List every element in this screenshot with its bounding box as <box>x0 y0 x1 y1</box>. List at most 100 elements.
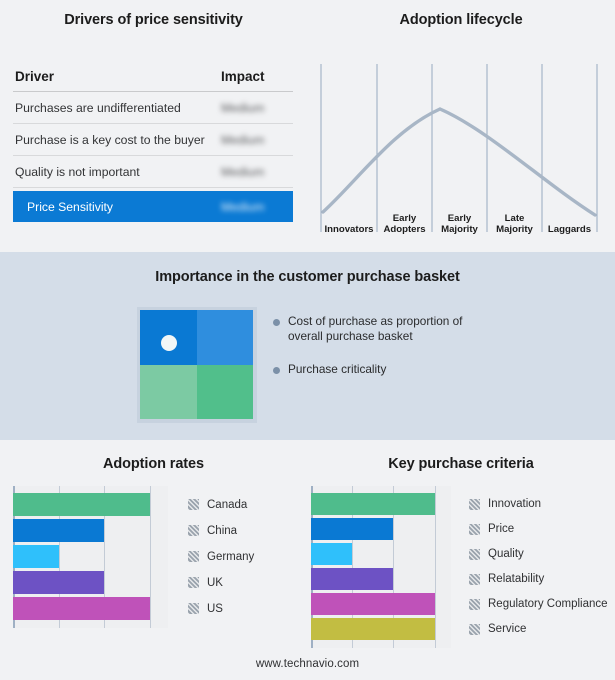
driver-label: Quality is not important <box>15 164 140 179</box>
purchase-criteria-chart: Innovation Price Quality Relatability Regula… <box>311 486 615 648</box>
legend-swatch-icon <box>469 623 480 635</box>
purchase-criteria-panel: Key purchase criteria Innovation Price Qua… <box>307 440 615 680</box>
legend-label: Quality <box>488 548 524 560</box>
impact-value: Medium <box>221 132 265 147</box>
table-row: Purchase is a key cost to the buyer Medi… <box>13 124 293 156</box>
legend-item: Service <box>469 623 526 635</box>
legend-item: Innovation <box>469 498 541 510</box>
lifecycle-stage-innovators: Innovators <box>324 224 374 235</box>
gridline <box>149 486 151 628</box>
gridline <box>58 486 60 628</box>
purchase-basket-section: Importance in the customer purchase bask… <box>0 252 615 440</box>
adoption-rates-panel: Adoption rates Canada China Germany UK US <box>0 440 307 680</box>
bar-canada <box>13 493 150 516</box>
adoption-bell-curve <box>321 107 597 217</box>
lifecycle-panel: Adoption lifecycle Innovators Early <box>307 0 615 252</box>
column-header-impact: Impact <box>221 69 265 84</box>
bar-uk <box>13 571 105 594</box>
quadrant-bottom-right <box>196 364 253 419</box>
driver-label: Purchase is a key cost to the buyer <box>15 132 205 147</box>
table-row: Quality is not important Medium <box>13 156 293 188</box>
table-row: Purchases are undifferentiated Medium <box>13 92 293 124</box>
top-section: Drivers of price sensitivity Driver Impa… <box>0 0 615 252</box>
bar-innovation <box>311 493 435 515</box>
legend-label: Purchase criticality <box>288 362 387 376</box>
purchase-criteria-title: Key purchase criteria <box>388 456 534 472</box>
legend-label: Price <box>488 523 515 535</box>
impact-value: Medium <box>221 199 265 214</box>
driver-label: Price Sensitivity <box>27 199 114 214</box>
purchase-criteria-legend: Innovation Price Quality Relatability Regula… <box>469 486 615 648</box>
legend-swatch-icon <box>469 598 480 610</box>
gridline <box>434 486 436 648</box>
lifecycle-chart: Innovators Early Adopters Early Majority… <box>318 60 604 235</box>
legend-item: Relatability <box>469 573 544 585</box>
gridline <box>393 486 395 648</box>
legend-item: Germany <box>188 551 254 563</box>
impact-value: Medium <box>221 100 265 115</box>
legend-label: Regulatory Compliance <box>488 598 608 610</box>
lifecycle-stage-early-majority: Early Majority <box>441 213 478 235</box>
lifecycle-stage-late-majority: Late Majority <box>496 213 533 235</box>
lifecycle-stage-early-adopters: Early Adopters <box>383 213 426 235</box>
gridline <box>352 486 354 648</box>
legend-swatch-icon <box>469 573 480 585</box>
legend-label: Canada <box>207 498 248 511</box>
y-axis-line <box>311 486 313 648</box>
drivers-panel: Drivers of price sensitivity Driver Impa… <box>0 0 307 252</box>
quadrant-bottom-left <box>140 364 197 419</box>
footer-url: www.technavio.com <box>255 658 360 670</box>
impact-value: Medium <box>221 164 265 179</box>
legend-dot-icon <box>273 367 280 374</box>
bottom-section: Adoption rates Canada China Germany UK US Ke… <box>0 440 615 680</box>
legend-label: Cost of purchase as proportion of overal… <box>288 314 463 343</box>
legend-swatch-icon <box>469 548 480 560</box>
bar-quality <box>311 543 353 565</box>
purchase-criteria-plot <box>311 486 451 648</box>
legend-label: UK <box>207 576 223 589</box>
legend-label: US <box>207 602 223 615</box>
quadrant-grid <box>140 310 253 419</box>
legend-item: Cost of purchase as proportion of overal… <box>273 314 573 344</box>
legend-item: UK <box>188 577 223 589</box>
legend-item: Regulatory Compliance <box>469 598 608 610</box>
legend-item: US <box>188 603 223 615</box>
bar-us <box>13 597 150 620</box>
bar-regulatory-compliance <box>311 593 435 615</box>
column-header-driver: Driver <box>15 69 55 84</box>
legend-label: Service <box>488 623 527 635</box>
adoption-rates-title: Adoption rates <box>103 456 204 472</box>
table-row-highlighted[interactable]: Price Sensitivity Medium <box>13 191 293 222</box>
adoption-rates-plot <box>13 486 168 628</box>
legend-item: Purchase criticality <box>273 362 573 377</box>
legend-swatch-icon <box>188 499 199 510</box>
basket-legend: Cost of purchase as proportion of overal… <box>273 314 573 395</box>
legend-item: Price <box>469 523 514 535</box>
bar-service <box>311 618 435 640</box>
quadrant-top-right <box>196 310 253 365</box>
bar-price <box>311 518 394 540</box>
legend-label: Relatability <box>488 573 545 585</box>
legend-label: China <box>207 524 238 537</box>
lifecycle-title: Adoption lifecycle <box>399 12 523 28</box>
bar-relatability <box>311 568 394 590</box>
legend-dot-icon <box>273 319 280 326</box>
legend-swatch-icon <box>469 498 480 510</box>
adoption-rates-legend: Canada China Germany UK US <box>188 486 308 628</box>
driver-label: Purchases are undifferentiated <box>15 100 181 115</box>
drivers-table: Driver Impact Purchases are undifferenti… <box>13 62 293 222</box>
legend-swatch-icon <box>469 523 480 535</box>
basket-title: Importance in the customer purchase bask… <box>155 269 460 285</box>
legend-item: China <box>188 525 237 537</box>
table-header-row: Driver Impact <box>13 62 293 92</box>
drivers-title: Drivers of price sensitivity <box>64 12 243 28</box>
bar-germany <box>13 545 59 568</box>
legend-swatch-icon <box>188 603 199 614</box>
gridline <box>104 486 106 628</box>
bar-china <box>13 519 105 542</box>
lifecycle-stage-labels: Innovators Early Adopters Early Majority… <box>318 202 604 235</box>
adoption-rates-chart: Canada China Germany UK US <box>13 486 308 628</box>
legend-item: Canada <box>188 499 247 511</box>
position-marker-dot <box>161 335 177 351</box>
